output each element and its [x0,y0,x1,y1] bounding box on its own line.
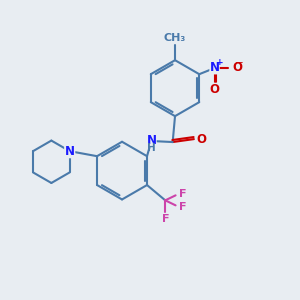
Text: N: N [65,145,75,158]
Text: H: H [147,143,156,153]
Text: N: N [146,134,157,147]
Text: −: − [235,58,243,68]
Text: F: F [161,214,169,224]
Text: CH₃: CH₃ [164,33,186,43]
Text: F: F [178,189,186,199]
Text: O: O [210,83,220,96]
Text: O: O [196,133,206,146]
Text: O: O [232,61,242,74]
Text: +: + [216,58,224,67]
Text: N: N [210,61,220,74]
Text: F: F [178,202,186,212]
